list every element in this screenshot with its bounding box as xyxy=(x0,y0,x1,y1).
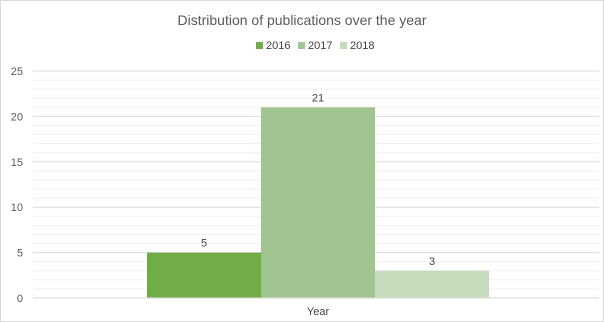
chart-title: Distribution of publications over the ye… xyxy=(177,12,426,28)
data-label-2018: 3 xyxy=(429,256,435,268)
bars xyxy=(147,107,489,298)
legend-label-2017: 2017 xyxy=(308,40,332,52)
bar-2017 xyxy=(261,107,375,298)
data-label-2016: 5 xyxy=(201,238,207,250)
y-tick-label: 25 xyxy=(11,66,23,78)
legend-label-2018: 2018 xyxy=(350,40,374,52)
legend-swatch-2017 xyxy=(298,42,305,49)
legend-swatch-2016 xyxy=(256,42,263,49)
y-tick-label: 5 xyxy=(17,248,23,260)
legend-label-2016: 2016 xyxy=(266,40,290,52)
y-tick-label: 0 xyxy=(17,293,23,305)
y-tick-label: 10 xyxy=(11,202,23,214)
legend: 2016 2017 2018 xyxy=(256,40,374,52)
bar-2016 xyxy=(147,252,261,298)
y-axis-ticks: 0 5 10 15 20 25 xyxy=(11,66,23,305)
y-tick-label: 20 xyxy=(11,111,23,123)
data-label-2017: 21 xyxy=(312,92,324,104)
x-axis-category-label: Year xyxy=(307,306,330,318)
bar-2018 xyxy=(375,270,489,298)
y-tick-label: 15 xyxy=(11,157,23,169)
data-labels: 5 21 3 xyxy=(201,92,435,267)
legend-swatch-2018 xyxy=(340,42,347,49)
